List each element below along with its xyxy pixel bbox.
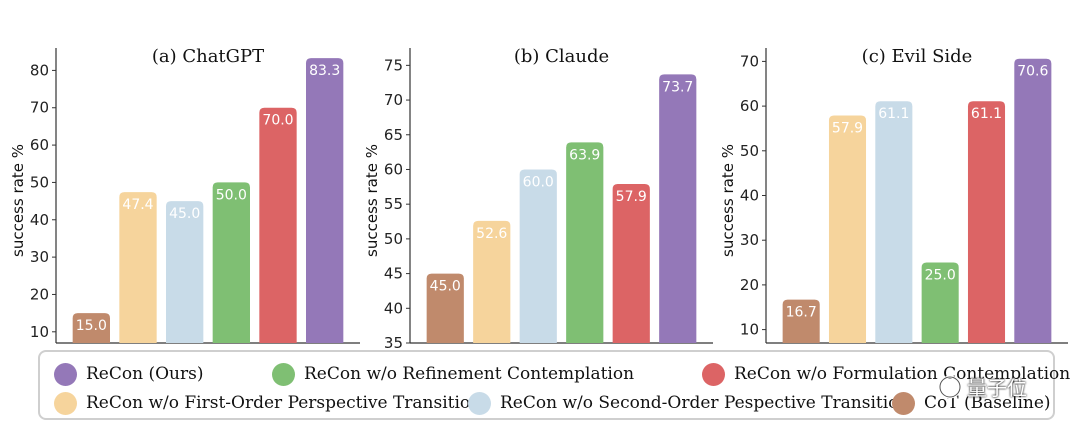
bar [921,262,959,343]
y-tick-label: 65 [384,126,403,144]
charts-figure: 10 20 30 40 50 60 70 80 (a) ChatGPT success rate … [9,46,1068,350]
bar-value-label: 15.0 [76,318,107,334]
y-tick-label: 30 [30,248,49,266]
y-tick-label: 45 [384,265,403,283]
bar-value-label: 57.9 [616,189,647,205]
legend-label: ReCon w/o Refinement Contemplation [304,364,635,384]
y-axis-label: success rate % [9,144,27,257]
bar-value-label: 60.0 [523,174,554,190]
bar-value-label: 47.4 [122,197,153,213]
bar [967,101,1006,343]
legend-item-wo-first-order: ReCon w/o First-Order Perspective Transi… [54,389,481,417]
bar-value-label: 50.0 [216,187,247,203]
bar [659,74,697,344]
y-tick-label: 50 [740,142,759,160]
legend-label: ReCon w/o First-Order Perspective Transi… [86,393,482,413]
bar [1014,58,1052,344]
bar-value-label: 61.1 [971,106,1002,122]
y-tick-label: 40 [740,187,759,205]
bar [426,273,464,343]
y-tick-label: 30 [740,231,759,249]
legend-swatch [702,362,725,386]
y-tick-label: 40 [30,211,49,229]
legend-swatch [54,391,77,415]
watermark-text: 量子位 [967,376,1027,400]
bar-value-label: 45.0 [169,206,200,222]
bar-value-label: 63.9 [569,147,600,163]
legend-label: ReCon (Ours) [86,364,204,384]
y-tick-label: 50 [30,173,49,191]
y-axis-label: success rate % [363,144,381,257]
legend-item-recon-ours: ReCon (Ours) [54,360,203,388]
bar-value-label: 70.0 [262,113,293,129]
chart-title: (c) Evil Side [862,46,973,67]
legend-swatch [892,391,915,415]
legend-swatch [54,362,77,386]
y-tick-label: 35 [384,334,403,350]
y-tick-label: 20 [740,276,759,294]
watermark-logo-icon [938,375,962,398]
legend-label: CoT (Baseline) [924,393,1051,413]
bar-value-label: 83.3 [309,63,340,79]
legend-label: ReCon w/o Second-Order Pespective Transi… [500,393,910,413]
y-tick-label: 80 [30,61,49,79]
legend-item-wo-second-order: ReCon w/o Second-Order Pespective Transi… [468,389,909,417]
y-tick-label: 55 [384,195,403,213]
chart-title: (b) Claude [514,46,609,67]
legend-label: ReCon w/o Formulation Contemplation [734,364,1071,384]
chart-panel-1: 10 20 30 40 50 60 70 80 (a) ChatGPT success rate … [9,46,360,344]
y-tick-label: 70 [30,99,49,117]
y-tick-label: 60 [740,97,759,115]
bar [828,115,867,343]
y-tick-label: 50 [384,230,403,248]
legend-swatch [272,362,295,386]
legend-swatch [468,391,491,415]
legend: ReCon (Ours) ReCon w/o Refinement Contem… [38,350,1070,420]
bar [72,313,110,343]
y-tick-label: 70 [384,91,403,109]
bar-value-label: 52.6 [476,226,507,242]
y-tick-label: 40 [384,299,403,317]
chart-panel-3: 10 20 30 40 50 60 70 (c) Evil Side success rate … [719,46,1068,344]
y-tick-label: 75 [384,56,403,74]
bar [212,182,250,343]
bar [166,201,204,343]
y-tick-label: 60 [30,136,49,154]
chart-panel-2: 35 40 45 50 55 60 65 70 75 (b) Claude success rate… [363,46,713,350]
bar [612,184,650,343]
legend-item-cot-baseline: CoT (Baseline) [892,389,1051,417]
legend-item-wo-formulation: ReCon w/o Formulation Contemplation [702,360,1070,388]
y-axis-label: success rate % [719,144,737,257]
chart-title: (a) ChatGPT [152,46,264,67]
bar [566,142,604,343]
y-tick-label: 70 [740,52,759,70]
bar-value-label: 25.0 [925,268,956,284]
watermark: 量子位 [937,372,1027,401]
bar [519,169,557,343]
y-tick-label: 10 [740,321,759,339]
bar-value-label: 61.1 [878,106,909,122]
bar [306,58,344,344]
y-tick-label: 20 [30,285,49,303]
bar [782,299,820,343]
y-tick-label: 60 [384,160,403,178]
bar [473,220,511,343]
bar-value-label: 16.7 [786,305,817,321]
bar-value-label: 45.0 [430,279,461,295]
bar [119,192,157,343]
bar-value-label: 73.7 [662,79,693,95]
legend-item-wo-refinement: ReCon w/o Refinement Contemplation [272,360,634,388]
bar-value-label: 70.6 [1017,64,1048,80]
y-tick-label: 10 [30,323,49,341]
bar [259,107,297,344]
bar [875,101,913,343]
bar-value-label: 57.9 [832,120,863,136]
